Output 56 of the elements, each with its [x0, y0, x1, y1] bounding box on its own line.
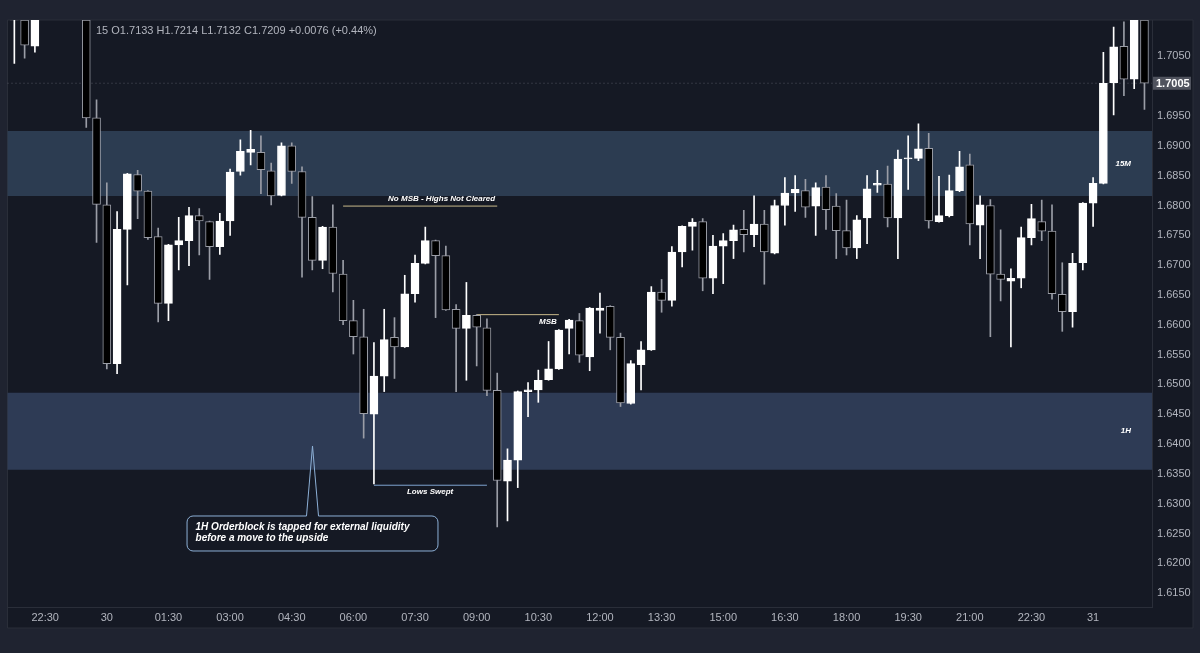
- y-tick-label: 1.6450: [1157, 407, 1191, 420]
- y-tick-label: 1.6850: [1157, 168, 1191, 181]
- band-label: 15M: [1115, 158, 1132, 168]
- x-tick-label: 12:00: [586, 611, 614, 624]
- y-tick-label: 1.6600: [1157, 317, 1191, 330]
- candlestick: [523, 382, 533, 417]
- x-tick-label: 22:30: [1017, 611, 1046, 624]
- y-tick-label: 1.6550: [1157, 347, 1191, 360]
- y-tick-label: 1.6900: [1157, 138, 1191, 151]
- candlestick: [1037, 199, 1047, 242]
- x-tick-label: 06:00: [339, 611, 368, 624]
- candlestick: [1006, 268, 1016, 348]
- y-tick-label: 1.6150: [1157, 586, 1191, 599]
- y-tick-label: 1.6400: [1157, 437, 1191, 450]
- x-tick-label: 01:30: [154, 611, 183, 624]
- x-tick-label: 30: [100, 611, 113, 624]
- annotation: 1H Orderblock is tapped for external liquidity before a move to the upside: [195, 520, 410, 543]
- candlestick: [718, 233, 728, 284]
- y-tick-label: 1.6700: [1157, 258, 1191, 271]
- candlestick: [194, 208, 204, 256]
- y-tick-label: 1.6500: [1157, 377, 1191, 390]
- y-tick-label: 1.6650: [1157, 287, 1191, 300]
- annotation: No MSB - Highs Not Cleared: [388, 194, 497, 204]
- candlestick: [739, 209, 749, 253]
- x-tick-label: 22:30: [31, 611, 59, 624]
- candlestick: [934, 175, 944, 223]
- x-tick-label: 19:30: [894, 611, 922, 624]
- x-tick-label: 13:30: [647, 611, 676, 624]
- y-tick-label: 1.6950: [1157, 109, 1191, 122]
- y-tick-label: 1.6800: [1157, 198, 1191, 211]
- annotation: Lows Swept: [406, 487, 454, 497]
- candlestick: [903, 135, 913, 190]
- x-tick-label: 10:30: [524, 611, 553, 624]
- x-tick-label: 09:00: [462, 611, 491, 624]
- candlestick: [451, 304, 461, 392]
- x-tick-label: 21:00: [956, 611, 984, 624]
- candlestick: [472, 314, 481, 367]
- x-tick-label: 18:00: [832, 611, 861, 624]
- x-tick-label: 15:00: [709, 611, 738, 624]
- y-tick-label: 1.7050: [1157, 49, 1191, 62]
- band-label: 1H: [1120, 426, 1132, 436]
- x-tick-label: 07:30: [401, 611, 429, 624]
- y-tick-label: 1.6300: [1157, 496, 1191, 509]
- y-tick-label: 1.6200: [1157, 556, 1191, 569]
- ref-line-label: 1.7005: [1156, 76, 1190, 89]
- candlestick: [1057, 262, 1067, 332]
- annotation: MSB: [539, 316, 558, 326]
- x-tick-label: 04:30: [277, 611, 306, 624]
- x-tick-label: 03:00: [216, 611, 244, 624]
- y-tick-label: 1.6750: [1157, 228, 1191, 241]
- x-tick-label: 16:30: [771, 611, 799, 624]
- x-tick-label: 31: [1086, 611, 1100, 624]
- y-tick-label: 1.6350: [1157, 466, 1191, 479]
- y-tick-label: 1.6250: [1157, 526, 1191, 539]
- chart-subtitle: 15 O1.7133 H1.7214 L1.7132 C1.7209 +0.0076 (+0.44%): [96, 23, 377, 37]
- candlestick: [174, 217, 184, 271]
